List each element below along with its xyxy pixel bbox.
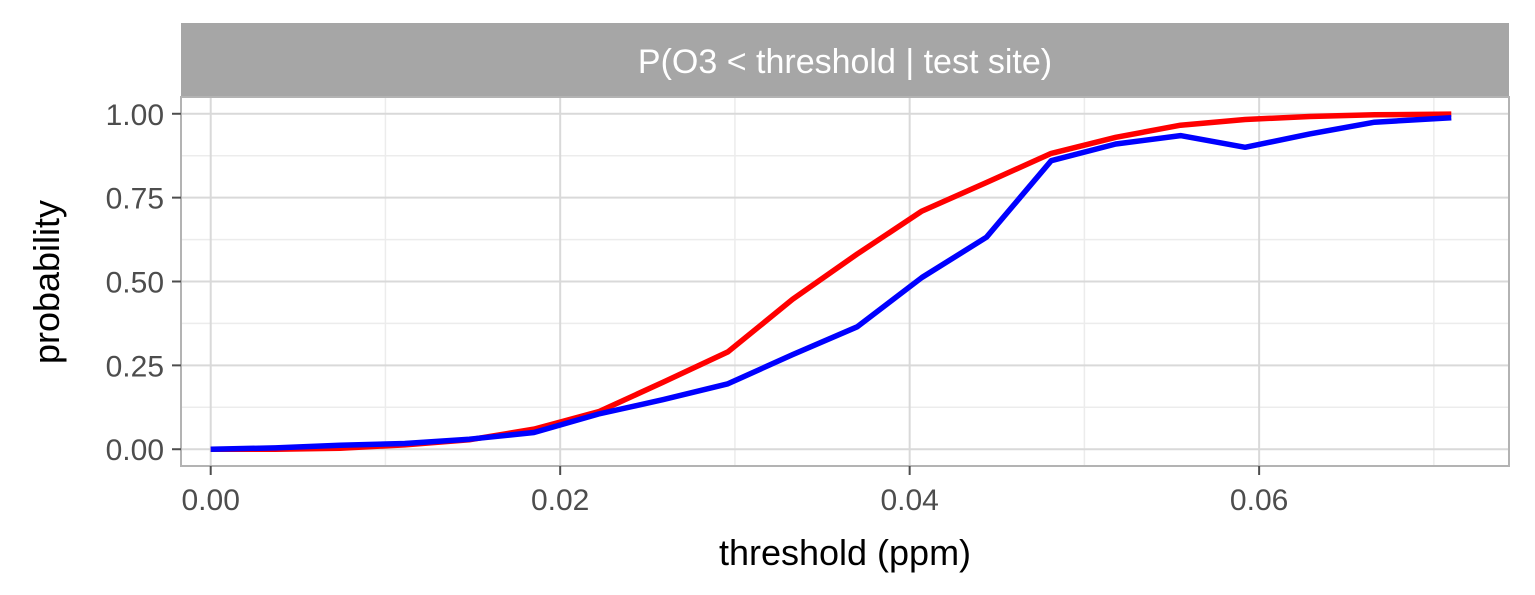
x-tick-label: 0.04 [880,484,938,517]
y-axis: 0.00 0.25 0.50 0.75 1.00 [106,99,181,467]
series-line-2 [210,115,1452,452]
x-axis: 0.00 0.02 0.04 0.06 [182,466,1288,517]
y-axis-title: probability [26,200,67,364]
y-tick-label: 0.25 [106,350,164,383]
y-tick-label: 1.00 [106,99,164,132]
y-tick-label: 0.75 [106,183,164,216]
x-tick-label: 0.02 [531,484,589,517]
series-layer [210,111,1452,452]
y-tick-label: 0.00 [106,434,164,467]
x-axis-title: threshold (ppm) [719,532,971,573]
grid-major [181,97,1509,466]
facet-strip [181,23,1509,97]
x-tick-label: 0.06 [1230,484,1288,517]
y-tick-label: 0.50 [106,267,164,300]
x-tick-label: 0.00 [182,484,240,517]
facet-strip-label: P(O3 < threshold | test site) [638,43,1052,81]
